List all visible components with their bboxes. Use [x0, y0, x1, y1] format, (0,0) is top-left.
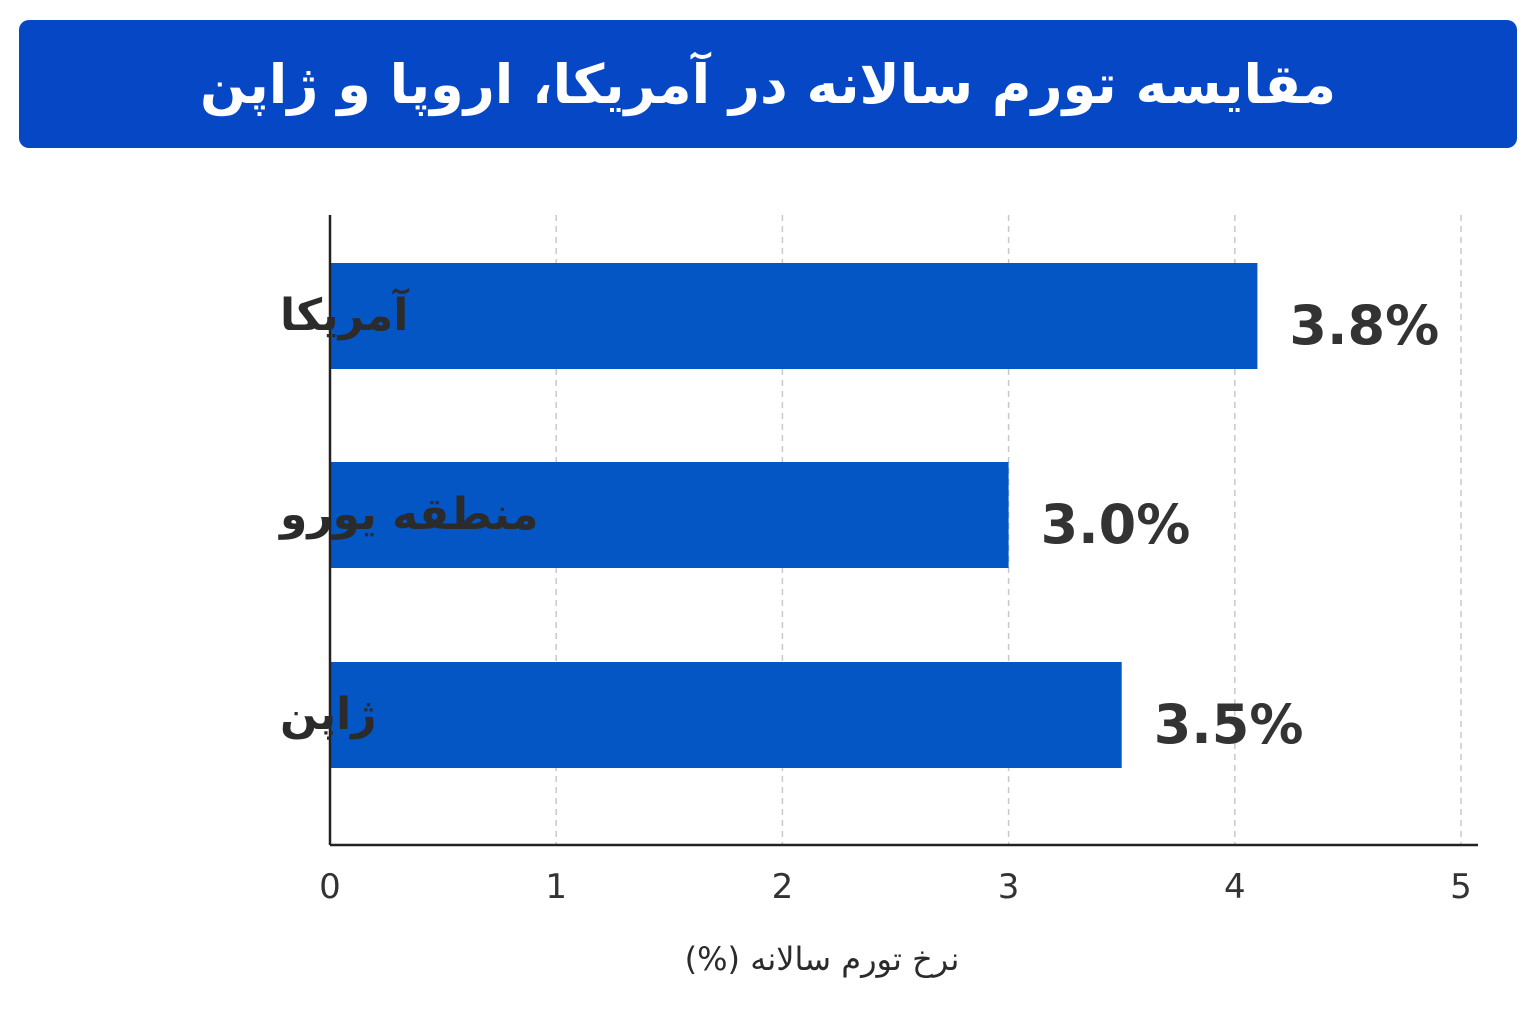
bar: [330, 662, 1122, 768]
title-banner: مقایسه تورم سالانه در آمریکا، اروپا و ژا…: [19, 20, 1517, 148]
category-label: آمریکا: [280, 287, 409, 341]
bar: [330, 462, 1009, 568]
x-tick-label: 2: [772, 867, 794, 907]
chart-title: مقایسه تورم سالانه در آمریکا، اروپا و ژا…: [199, 52, 1337, 116]
x-tick-label: 5: [1450, 867, 1472, 907]
x-tick-labels: 0 1 2 3 4 5: [319, 867, 1472, 907]
category-label: منطقه یورو: [278, 489, 539, 540]
x-tick-label: 4: [1224, 867, 1246, 907]
x-tick-label: 3: [998, 867, 1020, 907]
category-label: ژاپن: [280, 689, 377, 740]
x-axis-title: نرخ تورم سالانه (%): [685, 940, 960, 978]
data-label: 3.0%: [1041, 493, 1191, 556]
category-labels: آمریکا منطقه یورو ژاپن: [278, 287, 539, 740]
bars: [330, 263, 1258, 768]
x-tick-label: 1: [545, 867, 567, 907]
x-tick-label: 0: [319, 867, 341, 907]
axes: [328, 215, 1478, 847]
data-label: 3.5%: [1154, 693, 1304, 756]
bar: [330, 263, 1258, 369]
data-label: 3.8%: [1289, 294, 1439, 357]
value-labels: 3.8% 3.0% 3.5%: [1041, 294, 1440, 756]
